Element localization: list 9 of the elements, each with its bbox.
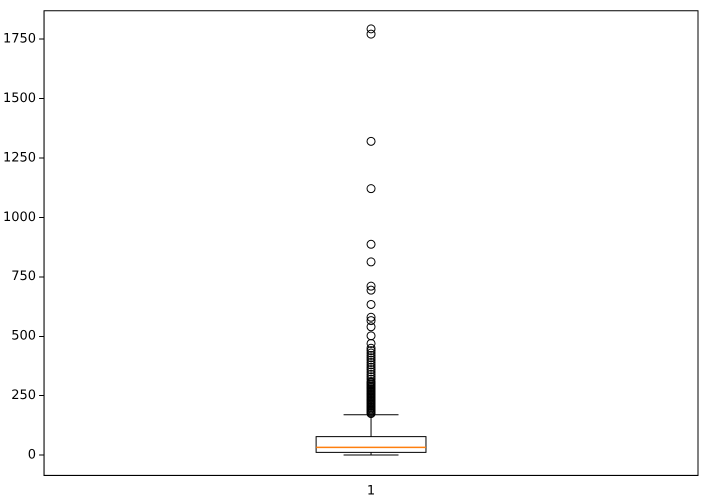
- y-tick-label: 250: [11, 388, 36, 404]
- x-tick-label: 1: [366, 484, 376, 499]
- y-tick-label: 500: [11, 328, 36, 344]
- y-tick-label: 1000: [2, 210, 36, 225]
- y-tick-label: 0: [28, 448, 36, 463]
- y-tick-label: 1500: [2, 90, 36, 106]
- y-tick-label: 1750: [2, 31, 36, 46]
- y-tick-label: 1250: [2, 150, 36, 166]
- y-tick-label: 750: [11, 269, 36, 284]
